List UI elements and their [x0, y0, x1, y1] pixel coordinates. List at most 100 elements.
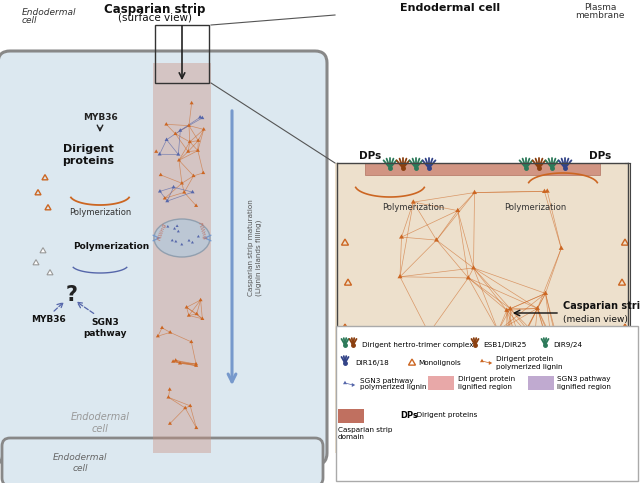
Text: DPs: DPs	[400, 411, 418, 420]
Polygon shape	[182, 190, 186, 194]
Polygon shape	[504, 308, 509, 312]
Polygon shape	[189, 101, 194, 104]
Polygon shape	[47, 270, 53, 275]
Polygon shape	[472, 190, 477, 194]
Text: Monolignols: Monolignols	[418, 360, 461, 366]
Text: Filling: Filling	[196, 221, 207, 241]
Polygon shape	[175, 225, 179, 227]
Polygon shape	[498, 409, 503, 413]
Polygon shape	[191, 241, 194, 243]
Text: DPs: DPs	[589, 151, 611, 161]
Bar	[336, 326, 638, 481]
Polygon shape	[179, 128, 182, 132]
Bar	[153, 63, 211, 453]
Polygon shape	[166, 225, 170, 227]
Polygon shape	[178, 361, 182, 365]
Polygon shape	[495, 328, 500, 332]
Polygon shape	[164, 122, 168, 126]
Text: DPs: DPs	[359, 151, 381, 161]
Text: ESB1/DIR25: ESB1/DIR25	[483, 342, 526, 348]
Bar	[365, 163, 600, 175]
Text: Dirigent protein
polymerized lignin: Dirigent protein polymerized lignin	[496, 356, 563, 369]
Polygon shape	[173, 131, 177, 135]
Polygon shape	[164, 138, 168, 141]
Polygon shape	[183, 406, 188, 409]
Bar	[528, 376, 554, 390]
Polygon shape	[194, 203, 198, 207]
Polygon shape	[184, 305, 189, 309]
Polygon shape	[524, 435, 529, 439]
Polygon shape	[560, 365, 565, 369]
Polygon shape	[455, 208, 460, 212]
Text: Polymerization: Polymerization	[504, 392, 566, 400]
Polygon shape	[174, 240, 177, 242]
Text: ?: ?	[66, 285, 78, 305]
Polygon shape	[156, 334, 160, 337]
Bar	[365, 439, 600, 451]
Ellipse shape	[154, 219, 210, 257]
Polygon shape	[466, 275, 471, 280]
Polygon shape	[489, 361, 492, 365]
Polygon shape	[171, 359, 175, 363]
Polygon shape	[411, 199, 416, 204]
Polygon shape	[197, 235, 200, 238]
Text: Endodermal: Endodermal	[22, 8, 77, 17]
Text: Plasma: Plasma	[584, 3, 616, 12]
Text: Casparian strip: Casparian strip	[104, 3, 205, 16]
Text: Polymerization: Polymerization	[69, 208, 131, 217]
Text: MYB36: MYB36	[31, 315, 65, 325]
FancyBboxPatch shape	[0, 51, 327, 465]
Polygon shape	[194, 363, 198, 367]
Text: cell: cell	[22, 16, 38, 25]
Bar	[335, 163, 630, 453]
Polygon shape	[160, 326, 164, 329]
Polygon shape	[168, 387, 172, 391]
Text: Casparian strip: Casparian strip	[563, 301, 640, 311]
Polygon shape	[542, 189, 547, 193]
Text: Dirigent hertro-trimer complex: Dirigent hertro-trimer complex	[362, 342, 474, 348]
Text: Polymerization: Polymerization	[504, 203, 566, 213]
Text: DIR16/18: DIR16/18	[355, 360, 388, 366]
Polygon shape	[505, 369, 510, 373]
Polygon shape	[200, 316, 204, 320]
Polygon shape	[196, 148, 200, 152]
Text: Polymerization: Polymerization	[73, 242, 149, 251]
Polygon shape	[556, 379, 561, 383]
Text: DPs: DPs	[359, 439, 381, 449]
Polygon shape	[157, 152, 161, 156]
Polygon shape	[180, 181, 184, 185]
Polygon shape	[177, 230, 180, 232]
Polygon shape	[172, 185, 175, 188]
Polygon shape	[540, 392, 545, 397]
Text: Endodermal
cell: Endodermal cell	[70, 412, 129, 434]
Polygon shape	[196, 138, 200, 142]
Polygon shape	[430, 358, 435, 362]
Text: Dirigent
proteins: Dirigent proteins	[62, 144, 114, 166]
Polygon shape	[198, 298, 203, 301]
Polygon shape	[510, 353, 515, 357]
Polygon shape	[177, 152, 180, 156]
Polygon shape	[158, 189, 162, 193]
Polygon shape	[188, 239, 191, 242]
Polygon shape	[194, 362, 198, 365]
Polygon shape	[191, 190, 195, 193]
Polygon shape	[159, 172, 163, 176]
Text: Filling: Filling	[157, 221, 167, 241]
Text: Polymerization: Polymerization	[382, 203, 444, 213]
Polygon shape	[180, 243, 183, 245]
FancyBboxPatch shape	[2, 438, 323, 483]
Polygon shape	[201, 170, 205, 174]
Text: SGN3 pathway
lignified region: SGN3 pathway lignified region	[557, 377, 611, 389]
Polygon shape	[508, 306, 513, 310]
Polygon shape	[426, 330, 431, 335]
Polygon shape	[177, 158, 181, 161]
Bar	[428, 376, 454, 390]
Polygon shape	[200, 115, 204, 119]
Polygon shape	[528, 372, 533, 377]
Polygon shape	[173, 358, 178, 362]
Text: :Dirigent proteins: :Dirigent proteins	[414, 412, 477, 418]
Polygon shape	[187, 313, 191, 317]
Text: DPs: DPs	[589, 439, 611, 449]
Bar	[338, 409, 364, 423]
Polygon shape	[538, 405, 543, 409]
